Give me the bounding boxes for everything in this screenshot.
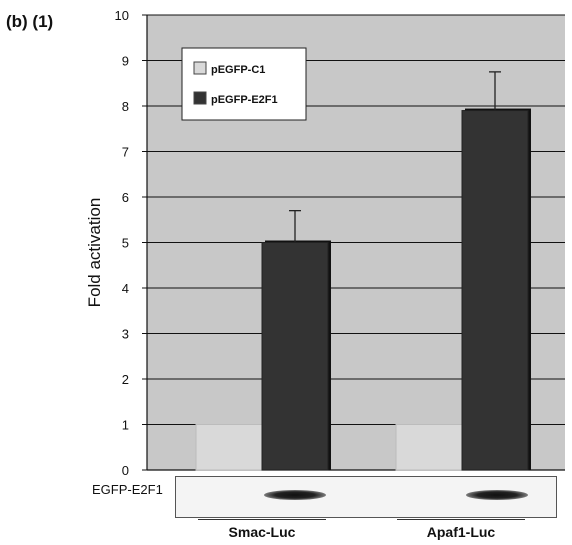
bar-pegfp-e2f1	[261, 242, 329, 471]
y-tick-label: 1	[122, 418, 129, 433]
panel-label: (b) (1)	[6, 12, 54, 31]
legend-swatch	[193, 61, 207, 75]
y-tick-label: 3	[122, 327, 129, 342]
category-underline-apaf1	[397, 519, 525, 520]
category-label-apaf1: Apaf1-Luc	[426, 524, 496, 540]
y-tick-label: 10	[115, 8, 129, 23]
blot-band-smac	[264, 490, 326, 500]
y-tick-label: 6	[122, 190, 129, 205]
y-tick-label: 2	[122, 372, 129, 387]
category-underline-smac	[198, 519, 326, 520]
legend-swatch	[193, 91, 207, 105]
bar-pegfp-c1	[195, 424, 263, 471]
bar-pegfp-e2f1	[461, 110, 529, 471]
y-tick-label: 0	[122, 463, 129, 478]
blot-label: EGFP-E2F1	[92, 482, 163, 497]
y-axis-label: Fold activation	[85, 198, 104, 308]
bar-pegfp-c1	[395, 424, 463, 471]
western-blot	[175, 476, 557, 518]
legend-label: pEGFP-E2F1	[211, 94, 278, 106]
blot-band-apaf1	[466, 490, 528, 500]
y-tick-label: 4	[122, 281, 129, 296]
y-tick-label: 9	[122, 54, 129, 69]
legend-label: pEGFP-C1	[211, 64, 265, 76]
y-tick-label: 8	[122, 99, 129, 114]
legend-box	[181, 47, 307, 121]
category-label-smac: Smac-Luc	[228, 524, 296, 540]
y-tick-label: 7	[122, 145, 129, 160]
y-tick-label: 5	[122, 236, 129, 251]
